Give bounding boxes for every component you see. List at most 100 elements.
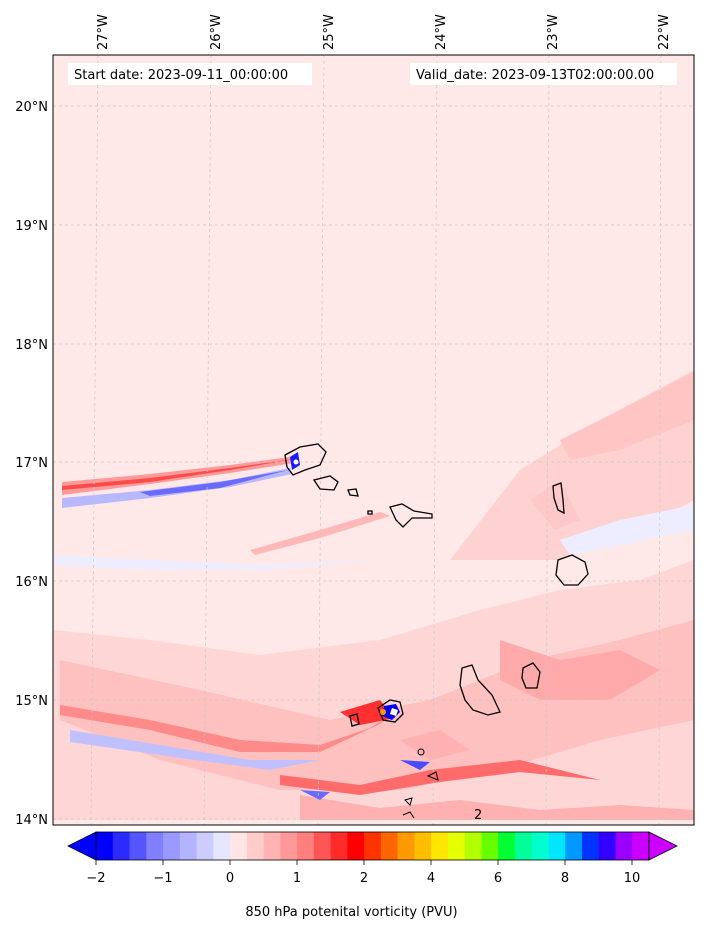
pv-streak-positive xyxy=(60,705,395,752)
colorbar-tick-label: 8 xyxy=(561,871,569,886)
fogo-vorticity-core xyxy=(390,708,398,716)
coastlines xyxy=(284,443,589,727)
pv-streak-positive xyxy=(400,730,470,760)
colorbar-swatch xyxy=(565,832,583,860)
santo-antao-vorticity-peak xyxy=(293,459,299,465)
island-santa-luzia xyxy=(347,488,359,497)
lat-tick: 16°N xyxy=(15,575,48,590)
colorbar-tick-label: 6 xyxy=(494,871,502,886)
colorbar-swatch xyxy=(447,832,466,860)
island-islet xyxy=(367,510,373,515)
pv-patch xyxy=(55,555,380,570)
start-date-label: Start date: 2023-09-11_00:00:00 xyxy=(74,68,288,83)
lon-tick: 27°W xyxy=(96,14,111,50)
pv-streak-negative xyxy=(140,470,288,496)
lon-tick: 23°W xyxy=(546,14,561,50)
pv-patch xyxy=(530,480,580,530)
lon-tick: 24°W xyxy=(434,14,449,50)
island-sal xyxy=(552,482,565,515)
pv-patch xyxy=(500,640,660,700)
island-sao-nicolau xyxy=(389,503,433,528)
colorbar-swatch xyxy=(112,832,131,860)
colorbar-swatch xyxy=(548,832,566,860)
colorbar-swatch xyxy=(129,832,147,860)
contour-annotation: 2 xyxy=(474,808,482,823)
pv-streak-negative xyxy=(400,760,430,770)
latitude-ticks: 20°N 19°N 18°N 17°N 16°N 15°N 14°N xyxy=(15,100,48,828)
colorbar-swatch xyxy=(246,832,265,860)
colorbar xyxy=(96,832,650,860)
colorbar-swatch xyxy=(481,832,499,860)
colorbar-swatch xyxy=(380,832,399,860)
lat-tick: 17°N xyxy=(15,456,48,471)
colorbar-swatch xyxy=(146,832,164,860)
colorbar-swatch xyxy=(581,832,600,860)
colorbar-swatch xyxy=(598,832,616,860)
colorbar-swatch xyxy=(464,832,482,860)
lat-tick: 20°N xyxy=(15,100,48,115)
island-sao-vicente xyxy=(312,475,339,491)
lat-tick: 14°N xyxy=(15,813,48,828)
pv-streak-negative xyxy=(70,730,320,770)
colorbar-min-extend xyxy=(67,831,97,861)
lon-tick: 22°W xyxy=(657,14,672,50)
colorbar-swatch xyxy=(230,832,248,860)
colorbar-swatch xyxy=(364,832,382,860)
colorbar-swatch xyxy=(297,832,315,860)
colorbar-swatch xyxy=(96,832,114,860)
colorbar-swatch xyxy=(514,832,533,860)
lat-tick: 19°N xyxy=(15,219,48,234)
colorbar-swatch xyxy=(179,832,198,860)
pv-contours xyxy=(402,748,439,819)
colorbar-swatch xyxy=(347,832,365,860)
colorbar-tick-label: 0 xyxy=(226,871,234,886)
colorbar-tick-label: −2 xyxy=(86,871,105,886)
colorbar-swatch xyxy=(615,832,633,860)
island-boa-vista xyxy=(555,554,589,586)
fogo-vorticity-peak xyxy=(380,709,386,715)
colorbar-tick-label: 10 xyxy=(624,871,641,886)
pv-streak-positive xyxy=(300,795,694,820)
longitude-ticks: 27°W 26°W 25°W 24°W 23°W 22°W xyxy=(96,14,672,50)
lon-tick: 26°W xyxy=(209,14,224,50)
colorbar-swatch xyxy=(498,832,516,860)
colorbar-title: 850 hPa potenital vorticity (PVU) xyxy=(245,905,458,920)
lon-tick: 25°W xyxy=(322,14,337,50)
island-fogo xyxy=(377,699,404,723)
island-maio xyxy=(521,662,541,689)
colorbar-ticks: −2 −1 0 1 2 4 6 8 10 xyxy=(86,860,640,886)
valid-date-label: Valid_date: 2023-09-13T02:00:00.00 xyxy=(416,68,654,83)
island-santo-antao xyxy=(284,443,327,476)
lat-tick: 15°N xyxy=(15,694,48,709)
colorbar-tick-label: 1 xyxy=(293,871,301,886)
colorbar-swatch xyxy=(196,832,214,860)
island-santiago xyxy=(459,664,501,716)
colorbar-swatch xyxy=(263,832,281,860)
colorbar-swatch xyxy=(431,832,449,860)
valid-date-box xyxy=(410,63,677,85)
pv-streak-positive xyxy=(62,459,295,490)
colorbar-frame xyxy=(95,831,650,861)
colorbar-max-extend xyxy=(648,831,678,861)
colorbar-swatch xyxy=(414,832,432,860)
colorbar-swatch xyxy=(397,832,415,860)
colorbar-swatch xyxy=(632,832,650,860)
pv-streak-positive xyxy=(250,512,390,555)
pv-streak-negative xyxy=(300,790,330,800)
colorbar-tick-label: 2 xyxy=(360,871,368,886)
island-brava xyxy=(349,713,360,727)
colorbar-tick-label: 4 xyxy=(427,871,435,886)
colorbar-tick-label: −1 xyxy=(153,871,172,886)
pv-streak-positive xyxy=(280,760,600,795)
start-date-box xyxy=(68,63,312,85)
colorbar-swatch xyxy=(280,832,298,860)
pv-patch xyxy=(560,372,694,460)
gridlines xyxy=(53,55,694,825)
plot-frame xyxy=(52,54,695,826)
colorbar-swatch xyxy=(531,832,549,860)
colorbar-swatch xyxy=(213,832,231,860)
colorbar-swatch xyxy=(330,832,348,860)
pv-patch xyxy=(560,505,694,555)
lat-tick: 18°N xyxy=(15,338,48,353)
